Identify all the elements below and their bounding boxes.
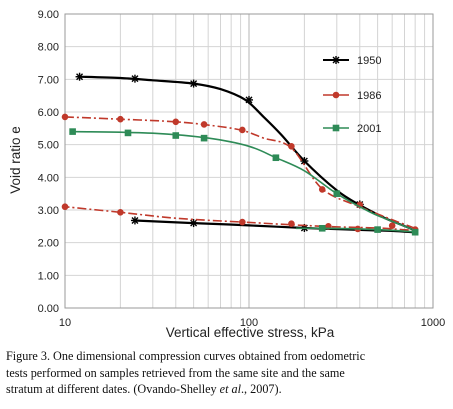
x-tick-labels: 10 100 1000	[59, 317, 445, 329]
y-tick-label: 8.00	[38, 42, 59, 54]
data-point-2001	[272, 154, 280, 162]
data-point-1950	[245, 95, 253, 104]
data-point-1950	[300, 157, 309, 165]
data-point-1950	[189, 79, 198, 88]
y-tick-label: 3.00	[38, 205, 59, 217]
x-tick-label: 10	[59, 317, 71, 329]
legend-marker-2001	[332, 124, 340, 132]
y-tick-label: 2.00	[38, 238, 59, 250]
legend: 1950 1986 2001	[323, 55, 381, 135]
legend-label-2001: 2001	[357, 123, 381, 135]
caption-line-2: tests performed on samples retrieved fro…	[6, 365, 345, 380]
data-point-2001	[124, 129, 132, 137]
data-point-1986	[172, 118, 180, 126]
x-tick-label: 1000	[421, 317, 445, 329]
data-point-2001	[374, 226, 381, 233]
data-point-2001	[69, 128, 76, 135]
legend-entry-2001: 2001	[323, 123, 381, 135]
series-line-2001	[72, 130, 416, 233]
star-stroke	[131, 216, 139, 224]
legend-marker-shape	[332, 91, 340, 99]
star-stroke	[190, 80, 198, 88]
star-stroke	[190, 219, 198, 227]
data-point-2001	[318, 224, 326, 232]
data-point-1986	[61, 113, 69, 121]
y-tick-labels: 0.00 1.00 2.00 3.00 4.00 5.00 6.00 7.00 8.00 9.00	[38, 9, 59, 315]
data-point-2001	[333, 190, 341, 197]
figure-caption: Figure 3. One dimensional compression cu…	[6, 348, 450, 398]
data-point-1950	[189, 219, 198, 228]
series-2001	[69, 128, 419, 236]
y-tick-label: 5.00	[38, 140, 59, 152]
data-point-2001	[411, 228, 419, 236]
caption-et-al: et al	[219, 382, 241, 396]
compression-curves-chart: 0.00 1.00 2.00 3.00 4.00 5.00 6.00 7.00 8.00 9.00…	[8, 9, 445, 340]
y-tick-label: 9.00	[38, 9, 59, 21]
data-point-1986	[117, 115, 124, 123]
y-tick-label: 0.00	[38, 303, 59, 315]
data-point-2001	[172, 132, 180, 139]
x-tick-label: 100	[240, 317, 258, 329]
y-tick-label: 4.00	[38, 172, 59, 184]
legend-marker-1950	[332, 56, 340, 64]
x-axis-title: Vertical effective stress, kPa	[166, 325, 335, 340]
data-point-1986	[288, 143, 295, 150]
legend-label-1950: 1950	[357, 55, 381, 67]
star-stroke	[332, 56, 340, 64]
data-point-1986	[61, 203, 69, 211]
star-stroke	[76, 73, 84, 81]
grid	[65, 14, 433, 308]
data-point-2001	[200, 134, 208, 142]
data-point-1986	[200, 121, 208, 128]
data-point-1950	[130, 216, 139, 225]
caption-line-1: Figure 3. One dimensional compression cu…	[6, 349, 366, 363]
legend-marker-shape	[332, 56, 340, 64]
data-point-1986	[239, 126, 246, 134]
data-point-1986	[388, 222, 396, 229]
star-stroke	[131, 75, 139, 83]
y-tick-label: 1.00	[38, 270, 59, 282]
legend-marker-shape	[332, 124, 340, 132]
star-stroke	[245, 96, 253, 104]
star-stroke	[300, 157, 308, 165]
data-point-1986	[288, 220, 295, 228]
legend-entry-1950: 1950	[323, 55, 381, 67]
data-point-1986	[117, 208, 124, 216]
legend-marker-1986	[332, 91, 340, 99]
caption-line-3-prefix: stratum at different dates. (Ovando-Shel…	[6, 382, 220, 396]
series-layer	[61, 72, 419, 236]
legend-entry-1986: 1986	[323, 90, 381, 102]
y-tick-label: 7.00	[38, 74, 59, 86]
plot-area-frame	[64, 13, 434, 309]
legend-label-1986: 1986	[357, 90, 381, 102]
data-point-1950	[75, 72, 84, 81]
caption-line-3-suffix: ., 2007).	[241, 382, 282, 396]
y-tick-label: 6.00	[38, 107, 59, 119]
data-point-1986	[318, 186, 326, 193]
y-axis-title: Void ratio e	[8, 126, 23, 194]
data-point-1950	[130, 74, 139, 83]
data-point-1986	[239, 218, 246, 226]
